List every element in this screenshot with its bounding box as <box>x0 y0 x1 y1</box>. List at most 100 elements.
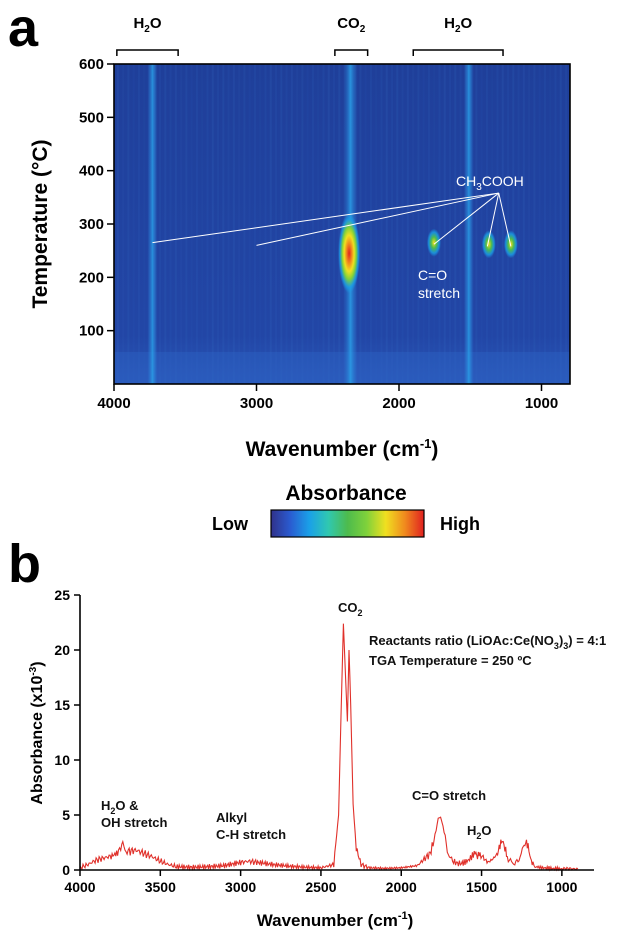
heatmap-y-tick-label: 400 <box>79 163 104 180</box>
acetic-acid-label: CH3COOH <box>456 173 524 193</box>
heatmap-striation <box>238 64 241 384</box>
heatmap-striation <box>412 64 415 384</box>
panel-a-letter: a <box>8 0 39 58</box>
heatmap-striation <box>369 64 372 384</box>
spectrum-x-tick-label: 3000 <box>225 879 256 895</box>
heatmap-striation <box>359 64 362 384</box>
heatmap-striation <box>549 64 552 384</box>
heatmap-striation <box>306 64 309 384</box>
heatmap-striation <box>517 64 520 384</box>
heatmap-striation <box>475 64 478 384</box>
heatmap-x-tick-label: 2000 <box>382 395 415 412</box>
spectrum-x-tick-label: 2500 <box>305 879 336 895</box>
spectrum-y-tick-label: 20 <box>54 642 70 658</box>
heatmap-striation <box>528 64 531 384</box>
heatmap-striation <box>180 64 183 384</box>
acetic-acid-pointer-2 <box>433 192 500 245</box>
spectrum-y-tick-label: 25 <box>54 587 70 603</box>
heatmap-striation <box>259 64 262 384</box>
heatmap-plot <box>113 63 571 385</box>
heatmap-striation <box>385 64 388 384</box>
heatmap-striation <box>195 64 198 384</box>
heatmap-striation <box>507 64 510 384</box>
heatmap-spot-1755 <box>426 228 441 257</box>
heatmap-striation <box>454 64 457 384</box>
heatmap-striation <box>116 64 119 384</box>
heatmap-striation <box>122 64 125 384</box>
spectrum-x-tick-label: 3500 <box>145 879 176 895</box>
heatmap-y-tick-label: 300 <box>79 216 104 233</box>
heatmap-striation <box>201 64 204 384</box>
heatmap-striation <box>396 64 399 384</box>
heatmap-striation <box>522 64 525 384</box>
water-oh-label-line2: OH stretch <box>101 815 168 830</box>
acetic-acid-pointer-1 <box>256 192 499 246</box>
heatmap-striation <box>375 64 378 384</box>
heatmap-striation <box>285 64 288 384</box>
heatmap-striation <box>159 64 162 384</box>
water-oh-label-line1: H2O & <box>101 798 139 816</box>
heatmap-striation <box>364 64 367 384</box>
heatmap-spot-1370 <box>481 230 496 259</box>
acetic-acid-pointer-3 <box>486 192 500 247</box>
heatmap-striation <box>185 64 188 384</box>
spectrum-y-tick-label: 0 <box>62 862 70 878</box>
heatmap-striation <box>132 64 135 384</box>
heatmap-striation <box>301 64 304 384</box>
colorbar-title: Absorbance <box>285 482 406 505</box>
heatmap-y-tick-label: 600 <box>79 56 104 73</box>
colorbar <box>270 509 425 538</box>
heatmap-striation <box>391 64 394 384</box>
heatmap-striation <box>333 64 336 384</box>
tga-temperature-text: TGA Temperature = 250 ºC <box>369 653 532 668</box>
h2o-peak-label: H2O <box>467 823 492 841</box>
spectrum-y-tick-label: 10 <box>54 752 70 768</box>
heatmap-striation <box>164 64 167 384</box>
heatmap-bracket-label-0: H2O <box>133 15 161 35</box>
heatmap-striation <box>190 64 193 384</box>
heatmap-striation <box>275 64 278 384</box>
heatmap-x-tick-label: 3000 <box>240 395 273 412</box>
heatmap-striation <box>401 64 404 384</box>
heatmap-striation <box>232 64 235 384</box>
alkyl-label-line2: C-H stretch <box>216 827 286 842</box>
spectrum-y-tick-label: 15 <box>54 697 70 713</box>
co-stretch-label-line1: C=O <box>418 267 447 283</box>
heatmap-striation <box>253 64 256 384</box>
heatmap-striation <box>543 64 546 384</box>
heatmap-striation <box>269 64 272 384</box>
heatmap-striation <box>406 64 409 384</box>
heatmap-striation <box>290 64 293 384</box>
heatmap-brackets: H2O CO2 H2O <box>116 15 504 56</box>
heatmap-striation <box>422 64 425 384</box>
spectrum-series-line <box>79 623 579 872</box>
spectrum-y-tick-label: 5 <box>62 807 70 823</box>
alkyl-label-line1: Alkyl <box>216 810 247 825</box>
heatmap-striation <box>417 64 420 384</box>
heatmap-striation <box>264 64 267 384</box>
spectrum-x-tick-label: 4000 <box>64 879 95 895</box>
heatmap-striation <box>565 64 568 384</box>
acetic-acid-pointer-0 <box>152 192 499 244</box>
heatmap-bracket-0 <box>116 49 179 56</box>
spectrum-x-tick-label: 1000 <box>546 879 577 895</box>
heatmap-bracket-1 <box>334 49 369 56</box>
heatmap-x-tick-label: 4000 <box>97 395 130 412</box>
heatmap-striation <box>459 64 462 384</box>
heatmap-striation <box>485 64 488 384</box>
acetic-acid-pointer-4 <box>498 192 512 247</box>
heatmap-y-axis-title: Temperature (°C) <box>29 139 52 308</box>
heatmap-y-tick-label: 200 <box>79 269 104 286</box>
heatmap-striation <box>327 64 330 384</box>
heatmap-x-axis: 4000 3000 2000 1000 <box>97 384 558 412</box>
heatmap-striation <box>338 64 341 384</box>
heatmap-striation <box>206 64 209 384</box>
heatmap-striation <box>217 64 220 384</box>
heatmap-striation <box>137 64 140 384</box>
heatmap-striation <box>317 64 320 384</box>
co2-peak-label: CO2 <box>338 600 363 618</box>
heatmap-striation <box>427 64 430 384</box>
heatmap-low-temp-band <box>114 352 570 384</box>
heatmap-y-axis: 100 200 300 400 500 600 <box>79 56 114 340</box>
